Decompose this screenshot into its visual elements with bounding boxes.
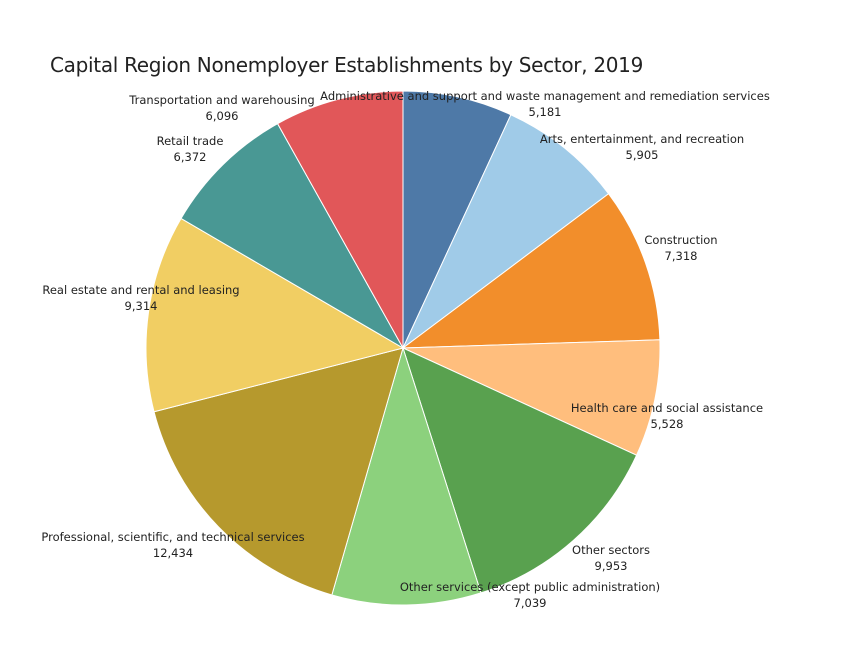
pie-slice bbox=[145, 217, 405, 413]
pie-slice bbox=[153, 347, 404, 596]
slice-name-label: Retail trade bbox=[157, 134, 224, 148]
pie-slice bbox=[402, 90, 512, 349]
slice-name-label: Arts, entertainment, and recreation bbox=[540, 132, 744, 146]
slice-value-label: 9,314 bbox=[125, 299, 158, 313]
slice-name-label: Health care and social assistance bbox=[571, 401, 763, 415]
slice-value-label: 5,528 bbox=[651, 417, 684, 431]
slice-value-label: 6,372 bbox=[174, 150, 207, 164]
slice-value-label: 5,905 bbox=[626, 148, 659, 162]
pie-slice bbox=[402, 114, 610, 349]
pie-slices bbox=[145, 90, 661, 606]
slice-value-label: 7,039 bbox=[514, 596, 547, 610]
slice-name-label: Other services (except public administra… bbox=[400, 580, 660, 594]
pie-slice bbox=[180, 122, 405, 350]
slice-name-label: Real estate and rental and leasing bbox=[42, 283, 239, 297]
slice-name-label: Professional, scientific, and technical … bbox=[41, 530, 304, 544]
pie-slice bbox=[276, 90, 404, 350]
slice-name-label: Construction bbox=[644, 233, 717, 247]
slice-name-label: Transportation and warehousing bbox=[128, 93, 314, 107]
pie-labels: Administrative and support and waste man… bbox=[41, 89, 769, 610]
slice-value-label: 12,434 bbox=[153, 546, 193, 560]
pie-slice bbox=[402, 339, 661, 456]
chart-title: Capital Region Nonemployer Establishment… bbox=[50, 53, 644, 77]
slice-name-label: Other sectors bbox=[572, 543, 650, 557]
slice-value-label: 7,318 bbox=[665, 249, 698, 263]
slice-value-label: 6,096 bbox=[206, 109, 239, 123]
slice-name-label: Administrative and support and waste man… bbox=[320, 89, 770, 103]
slice-value-label: 9,953 bbox=[595, 559, 628, 573]
pie-slice bbox=[331, 346, 482, 606]
slice-value-label: 5,181 bbox=[529, 105, 562, 119]
pie-slice bbox=[401, 193, 661, 349]
pie-slice bbox=[402, 347, 638, 594]
